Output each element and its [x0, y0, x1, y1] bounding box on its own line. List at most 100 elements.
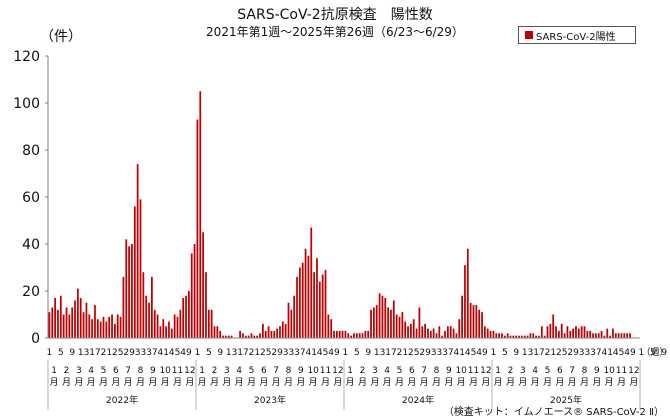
bar [392, 300, 395, 338]
y-tick-label: 80 [22, 143, 40, 159]
bar [617, 333, 620, 338]
x-month-number: 5 [397, 366, 403, 376]
legend-label: SARS-CoV-2陽性 [536, 31, 616, 43]
footnote: （検査キット：イムノエース® SARS-CoV-2 Ⅱ） [443, 407, 664, 418]
bar [205, 272, 207, 338]
x-year-label: 2025年 [550, 394, 582, 406]
bar [427, 328, 429, 338]
x-week-tick-label: 29 [567, 348, 579, 358]
x-month-number: 8 [582, 366, 588, 376]
bar [563, 333, 566, 338]
x-week-tick-label: 29 [271, 348, 283, 358]
bar [259, 333, 261, 338]
bar [142, 272, 145, 338]
bar [290, 309, 293, 338]
chart-legend: SARS-CoV-2陽性 [518, 26, 636, 44]
x-month-number: 11 [172, 366, 183, 376]
x-month-number: 1 [347, 366, 353, 376]
bar [424, 323, 426, 338]
x-week-tick-label: 41 [158, 348, 169, 358]
x-month-suffix: 月 [395, 377, 404, 388]
bar [415, 328, 418, 338]
bar [48, 312, 51, 338]
x-week-tick-label: 33 [579, 348, 590, 358]
bar [370, 309, 372, 338]
bar [94, 305, 96, 338]
x-week-tick-label: 9 [69, 348, 75, 358]
x-month-number: 10 [159, 366, 171, 376]
bar [202, 232, 204, 338]
chart-subtitle: 2021年第1週～2025年第26週（6/23～6/29） [206, 25, 464, 39]
bar [589, 330, 592, 338]
bar [316, 258, 318, 338]
bar [213, 326, 216, 338]
bar [492, 330, 495, 338]
x-month-number: 8 [286, 366, 292, 376]
bar [606, 328, 609, 338]
x-week-tick-label: 33 [283, 348, 294, 358]
x-week-tick-label: 45 [465, 348, 476, 358]
bar [461, 295, 463, 338]
bar [404, 321, 407, 338]
bar [79, 298, 82, 338]
x-month-suffix: 月 [321, 377, 330, 388]
bar [367, 330, 370, 338]
x-week-tick-label: 13 [522, 348, 533, 358]
x-month-number: 10 [603, 366, 615, 376]
bar [375, 305, 378, 338]
x-month-number: 4 [88, 366, 94, 376]
bar [466, 248, 469, 338]
bar [484, 326, 486, 338]
bar [600, 330, 603, 338]
bar [410, 323, 412, 338]
bar [77, 288, 79, 338]
bar [512, 335, 515, 338]
x-week-tick-label: 17 [237, 348, 248, 358]
x-week-tick-label: 45 [317, 348, 328, 358]
x-month-suffix: 月 [173, 377, 182, 388]
x-month-suffix: 月 [481, 377, 490, 388]
x-month-number: 9 [446, 366, 452, 376]
bar [577, 328, 580, 338]
bar [310, 227, 313, 338]
bar [546, 326, 549, 338]
x-week-tick-label: 25 [556, 348, 567, 358]
bar [105, 321, 108, 338]
x-week-tick-label: 45 [613, 348, 624, 358]
bar [435, 333, 438, 338]
x-week-tick-label: 41 [454, 348, 465, 358]
x-month-suffix: 月 [136, 377, 145, 388]
x-week-tick-label: 9 [365, 348, 371, 358]
bar [498, 333, 500, 338]
bar [464, 265, 466, 338]
bar [139, 199, 142, 338]
bar [558, 330, 560, 338]
bar [159, 326, 162, 338]
x-month-number: 7 [125, 366, 131, 376]
x-week-tick-label: 21 [249, 348, 260, 358]
bar [296, 276, 298, 338]
bar [51, 307, 54, 338]
x-month-number: 10 [307, 366, 319, 376]
bar [131, 244, 133, 338]
bar [242, 333, 244, 338]
bar [549, 323, 552, 338]
bar [455, 333, 458, 338]
bar [65, 307, 68, 338]
bar [91, 319, 93, 338]
bar [506, 333, 509, 338]
x-week-tick-label: 49 [476, 348, 488, 358]
x-month-suffix: 月 [629, 377, 638, 388]
x-month-suffix: 月 [531, 377, 540, 388]
x-month-number: 7 [421, 366, 427, 376]
y-tick-label: 100 [13, 96, 40, 112]
x-month-number: 5 [249, 366, 255, 376]
bar [264, 330, 267, 338]
x-month-suffix: 月 [198, 377, 207, 388]
x-month-suffix: 月 [518, 377, 527, 388]
bar [538, 335, 540, 338]
bar [555, 326, 557, 338]
x-month-number: 12 [184, 366, 195, 376]
x-month-suffix: 月 [87, 377, 96, 388]
bar [503, 335, 506, 338]
